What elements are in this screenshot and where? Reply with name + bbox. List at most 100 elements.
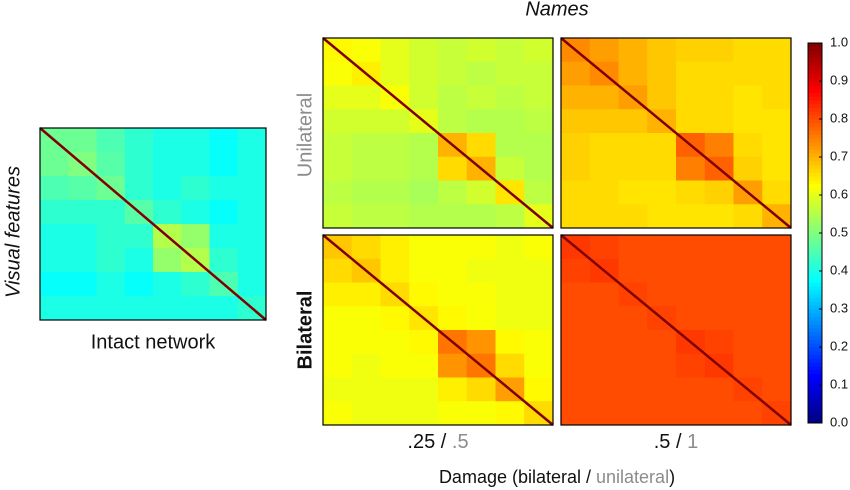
- heat-cell: [96, 224, 126, 249]
- colorbar-step: [808, 331, 822, 337]
- heat-cell: [438, 85, 468, 110]
- colorbar-step: [808, 385, 822, 390]
- heat-cell: [409, 133, 439, 158]
- damage-label-part: Damage (bilateral /: [439, 467, 596, 487]
- heat-cell: [351, 282, 381, 307]
- heat-cell: [704, 258, 734, 283]
- heat-cell: [153, 248, 182, 273]
- heat-cell: [466, 38, 496, 63]
- heat-cell: [438, 109, 468, 134]
- colorbar-step: [808, 309, 822, 314]
- heat-cell: [524, 235, 554, 260]
- colorbar-step: [808, 381, 822, 386]
- damage-label: Damage (bilateral / unilateral): [439, 467, 675, 487]
- colorbar-step: [808, 92, 822, 97]
- heat-cell: [762, 61, 792, 86]
- heat-cell: [351, 133, 381, 158]
- heat-cell: [438, 401, 468, 426]
- heat-cell: [676, 61, 706, 86]
- heat-cell: [618, 235, 648, 260]
- colorbar-tick-label: 0.3: [830, 300, 848, 315]
- colorbar-step: [808, 176, 822, 181]
- diagonal: [560, 37, 792, 229]
- heat-cell: [733, 38, 763, 63]
- colorbar-step: [808, 138, 822, 143]
- colorbar-tick-label: 0.5: [830, 224, 848, 239]
- heat-cell: [409, 282, 439, 307]
- colorbar-step: [808, 411, 822, 416]
- heat-cell: [495, 109, 525, 134]
- colorbar-step: [808, 221, 822, 226]
- colorbar-step: [808, 252, 822, 257]
- colorbar-step: [808, 164, 822, 169]
- heat-cell: [647, 330, 677, 355]
- frame: [560, 234, 792, 426]
- colorbar-step: [808, 301, 822, 306]
- colorbar-step: [808, 58, 822, 63]
- heat-cell: [68, 272, 97, 297]
- heat-cell: [380, 235, 410, 260]
- heat-cell: [676, 258, 706, 283]
- colorbar-step: [808, 259, 822, 264]
- heat-cell: [676, 282, 706, 307]
- column-label-part: 1: [687, 431, 698, 453]
- colorbar-step: [808, 210, 822, 215]
- heat-cell: [181, 176, 210, 201]
- colorbar-step: [808, 233, 822, 238]
- heat-cell: [704, 61, 734, 86]
- heat-cell: [466, 377, 496, 402]
- heat-cell: [704, 109, 734, 134]
- heat-cell: [647, 235, 677, 260]
- heat-cell: [96, 200, 126, 225]
- heat-cell: [524, 133, 554, 158]
- heat-cell: [561, 109, 591, 134]
- heat-cell: [561, 133, 591, 158]
- heat-cell: [323, 133, 353, 158]
- heat-cell: [466, 180, 496, 205]
- heat-cell: [704, 235, 734, 260]
- colorbar-step: [808, 217, 822, 223]
- colorbar-step: [808, 122, 822, 128]
- heat-cell: [524, 377, 554, 402]
- heat-cell: [153, 296, 182, 321]
- heat-cell: [124, 272, 154, 297]
- heat-cell: [380, 353, 410, 378]
- heat-cell: [618, 61, 648, 86]
- heat-cell: [733, 109, 763, 134]
- column-label-part: .25: [407, 431, 435, 453]
- colorbar-step: [808, 119, 822, 124]
- heat-cell: [762, 180, 792, 205]
- heat-cell: [561, 204, 591, 229]
- heat-cell: [380, 180, 410, 205]
- column-label: .25 / .5: [407, 431, 468, 453]
- colorbar-tick-label: 0.0: [830, 414, 848, 429]
- heat-cell: [96, 152, 126, 177]
- heat-cell: [153, 152, 182, 177]
- heat-cell: [351, 180, 381, 205]
- colorbar-step: [808, 286, 822, 291]
- heat-cell: [351, 38, 381, 63]
- heat-cell: [733, 61, 763, 86]
- heat-cell: [676, 377, 706, 402]
- heat-cell: [466, 85, 496, 110]
- heat-cell: [40, 200, 69, 225]
- heat-cell: [438, 204, 468, 229]
- heat-cell: [733, 353, 763, 378]
- heat-cell: [495, 306, 525, 331]
- heat-cell: [762, 156, 792, 181]
- diagonal: [560, 234, 792, 426]
- heat-cell: [495, 258, 525, 283]
- heat-cell: [589, 330, 619, 355]
- heat-cell: [466, 204, 496, 229]
- colorbar-tick-label: 0.9: [830, 72, 848, 87]
- heat-cell: [438, 353, 468, 378]
- heat-cell: [762, 109, 792, 134]
- heat-cell: [380, 258, 410, 283]
- heat-cell: [380, 109, 410, 134]
- colorbar-step: [808, 240, 822, 245]
- heat-cell: [618, 156, 648, 181]
- heat-cell: [68, 200, 97, 225]
- heat-cell: [96, 272, 126, 297]
- heat-cell: [68, 248, 97, 273]
- damage-label-part: unilateral: [596, 467, 669, 487]
